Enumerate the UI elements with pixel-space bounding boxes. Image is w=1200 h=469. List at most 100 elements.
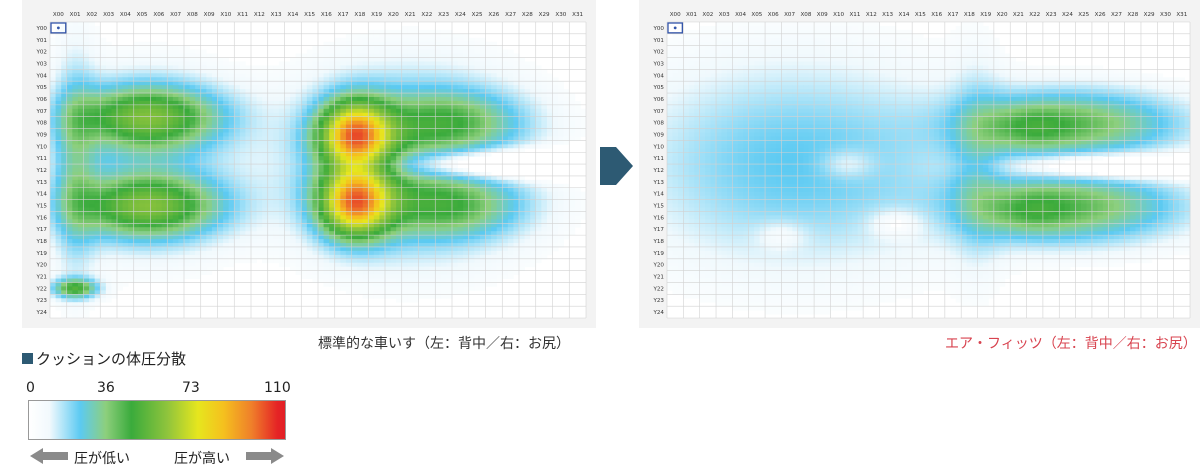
heatmap-cell: [524, 89, 531, 94]
heatmap-cell: [418, 96, 425, 102]
heatmap-cell: [61, 89, 68, 94]
heatmap-cell: [440, 53, 447, 58]
heatmap-cell: [278, 128, 285, 133]
heatmap-cell: [345, 65, 352, 70]
heatmap-cell: [284, 175, 291, 181]
heatmap-cell: [530, 132, 537, 137]
heatmap-cell: [284, 164, 291, 169]
heatmap-cell: [117, 171, 123, 177]
heatmap-cell: [546, 120, 553, 126]
heatmap-cell: [485, 120, 492, 126]
heatmap-cell: [189, 187, 196, 193]
heatmap-cell: [301, 160, 308, 165]
heatmap-cell: [72, 89, 79, 94]
heatmap-cell: [89, 195, 96, 200]
heatmap-cell: [273, 175, 280, 181]
heatmap-cell: [55, 258, 62, 264]
heatmap-cell: [284, 140, 291, 145]
heatmap-cell: [55, 254, 62, 260]
heatmap-cell: [284, 199, 291, 204]
heatmap-cell: [72, 243, 79, 248]
heatmap-cell: [357, 65, 364, 70]
heatmap-cell: [373, 203, 380, 208]
heatmap-cell: [379, 187, 386, 193]
heatmap-cell: [457, 191, 464, 197]
heatmap-cell: [295, 112, 302, 118]
heatmap-cell: [256, 77, 263, 82]
heatmap-cell: [362, 144, 369, 149]
heatmap-cell: [200, 73, 207, 78]
heatmap-cell: [507, 246, 514, 252]
heatmap-cell: [351, 37, 358, 43]
heatmap-cell: [290, 65, 297, 70]
heatmap-cell: [357, 45, 364, 51]
heatmap-cell: [385, 168, 391, 173]
heatmap-cell: [418, 104, 425, 110]
heatmap-cell: [184, 223, 190, 228]
heatmap-cell: [290, 195, 297, 200]
heatmap-cell: [122, 132, 129, 137]
heatmap-cell: [357, 254, 364, 260]
heatmap-cell: [318, 171, 324, 177]
heatmap-cell: [345, 215, 352, 220]
heatmap-cell: [312, 100, 319, 106]
heatmap-cell: [89, 22, 96, 27]
heatmap-cell: [485, 45, 492, 51]
heatmap-cell: [200, 65, 207, 70]
heatmap-cell: [507, 65, 514, 70]
heatmap-cell: [111, 183, 118, 189]
heatmap-cell: [323, 175, 330, 181]
heatmap-cell: [66, 152, 73, 157]
heatmap-cell: [61, 136, 68, 141]
heatmap-cell: [390, 120, 397, 126]
heatmap-cell: [105, 235, 112, 240]
heatmap-cell: [66, 132, 73, 137]
heatmap-cell: [334, 199, 341, 204]
heatmap-cell: [390, 37, 397, 43]
heatmap-cell: [401, 171, 408, 177]
heatmap-cell: [485, 61, 492, 66]
heatmap-cell: [117, 160, 123, 165]
heatmap-cell: [184, 171, 190, 177]
heatmap-cell: [345, 81, 352, 86]
heatmap-cell: [345, 53, 352, 58]
heatmap-cell: [479, 235, 486, 240]
heatmap-cell: [385, 207, 391, 212]
heatmap-cell: [111, 235, 118, 240]
heatmap-cell: [211, 223, 218, 228]
heatmap-cell: [334, 132, 341, 137]
heatmap-cell: [519, 148, 525, 153]
heatmap-cell: [61, 73, 68, 78]
heatmap-cell: [424, 41, 431, 47]
heatmap-cell: [329, 195, 336, 200]
heatmap-cell: [446, 164, 453, 169]
heatmap-cell: [463, 207, 470, 212]
heatmap-cell: [435, 168, 442, 173]
heatmap-cell: [89, 160, 96, 165]
heatmap-cell: [133, 57, 140, 62]
heatmap-cell: [77, 33, 84, 39]
heatmap-cell: [396, 100, 403, 106]
heatmap-cell: [267, 203, 274, 208]
heatmap-cell: [89, 148, 96, 153]
heatmap-cell: [306, 128, 313, 133]
heatmap-cell: [507, 77, 514, 82]
heatmap-cell: [273, 93, 280, 98]
heatmap-cell: [429, 152, 436, 157]
heatmap-cell: [368, 93, 375, 98]
heatmap-cell: [345, 148, 352, 153]
heatmap-cell: [535, 223, 542, 228]
heatmap-cell: [77, 156, 84, 161]
heatmap-cell: [178, 85, 185, 90]
heatmap-cell: [379, 104, 386, 110]
heatmap-cell: [100, 235, 107, 240]
heatmap-cell: [278, 203, 285, 208]
heatmap-cell: [435, 215, 442, 220]
heatmap-cell: [524, 231, 531, 236]
heatmap-cell: [61, 128, 68, 133]
heatmap-cell: [418, 136, 425, 141]
heatmap-cell: [295, 235, 302, 240]
heatmap-cell: [485, 203, 492, 208]
heatmap-cell: [412, 33, 419, 39]
heatmap-cell: [161, 246, 168, 252]
